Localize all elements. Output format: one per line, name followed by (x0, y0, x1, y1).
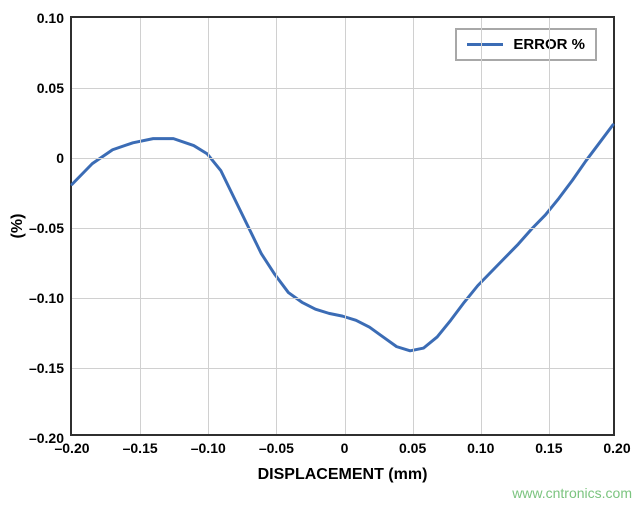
y-axis-title: (%) (9, 214, 27, 239)
y-tick-label: –0.20 (29, 430, 64, 446)
error-vs-displacement-chart: ERROR % –0.20 –0.15 –0.10 –0.05 0 0.05 0.10 0.1… (0, 0, 640, 505)
grid-line-vertical (140, 18, 141, 434)
x-tick-label: 0.15 (535, 440, 562, 456)
watermark: www.cntronics.com (512, 485, 632, 501)
x-tick-label: –0.10 (191, 440, 226, 456)
x-tick-label: 0.20 (603, 440, 630, 456)
y-tick-label: 0 (56, 150, 64, 166)
y-tick-label: –0.10 (29, 290, 64, 306)
grid-line-vertical (276, 18, 277, 434)
y-tick-label: –0.15 (29, 360, 64, 376)
x-axis-title: DISPLACEMENT (mm) (258, 466, 428, 484)
grid-line-horizontal (72, 158, 613, 159)
x-tick-label: 0.10 (467, 440, 494, 456)
y-tick-label: –0.05 (29, 220, 64, 236)
x-tick-label: 0.05 (399, 440, 426, 456)
y-tick-label: 0.05 (37, 80, 64, 96)
x-tick-label: –0.15 (123, 440, 158, 456)
grid-line-vertical (208, 18, 209, 434)
grid-line-vertical (413, 18, 414, 434)
y-tick-label: 0.10 (37, 10, 64, 26)
x-tick-label: 0 (341, 440, 349, 456)
grid-line-horizontal (72, 368, 613, 369)
grid-line-horizontal (72, 88, 613, 89)
series-line (72, 18, 613, 434)
x-tick-label: –0.05 (259, 440, 294, 456)
grid-line-vertical (481, 18, 482, 434)
legend-swatch (467, 43, 503, 46)
plot-area: ERROR % –0.20–0.15–0.10–0.0500.050.100.1… (70, 16, 615, 436)
grid-line-vertical (345, 18, 346, 434)
legend: ERROR % (455, 28, 597, 61)
grid-line-vertical (549, 18, 550, 434)
grid-line-horizontal (72, 228, 613, 229)
grid-line-horizontal (72, 298, 613, 299)
